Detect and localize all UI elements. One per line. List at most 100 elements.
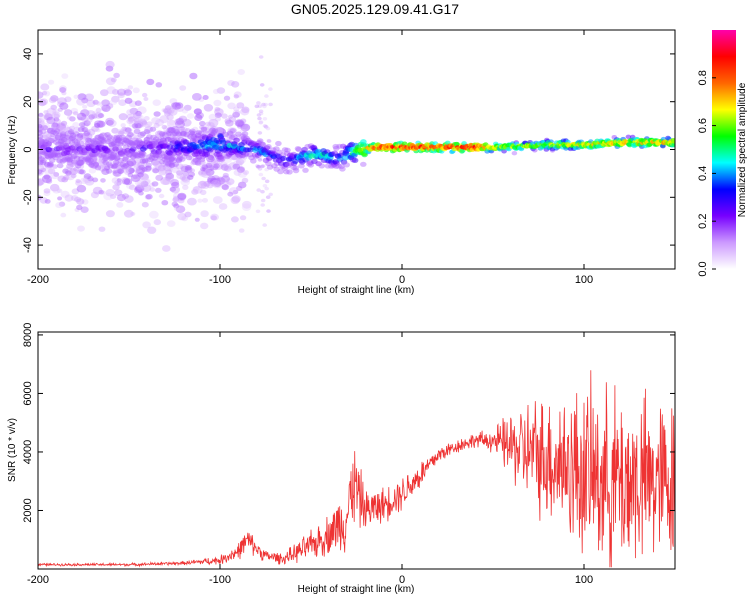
spectrogram-cell (248, 140, 255, 146)
spectrogram-cell (260, 164, 266, 168)
spectrogram-cell (236, 185, 243, 191)
spectrogram-cell (241, 123, 248, 130)
spectrogram-cell (58, 151, 69, 159)
spectrogram-cell (333, 160, 340, 166)
spectrogram-cell (187, 174, 194, 180)
spectrogram-cell (151, 167, 160, 174)
spectrogram-cell (185, 166, 192, 172)
spectrogram-cell (92, 177, 99, 183)
spectrogram-cell (224, 165, 232, 172)
spectrogram-cell (166, 119, 176, 127)
spectrogram-cell (258, 111, 264, 116)
spectrogram-cell (99, 136, 106, 142)
spectrogram-cell (221, 175, 231, 183)
spectrogram-cell (43, 174, 51, 180)
spectrogram-cell (511, 151, 518, 156)
spectrogram-cell (192, 93, 202, 101)
spectrogram-cell (150, 134, 157, 140)
spectrogram-cell (59, 144, 68, 150)
spectrogram-cell (116, 194, 126, 202)
spectrogram-cell (116, 164, 125, 172)
spectrogram-cell (66, 163, 74, 170)
spectrogram-cell (48, 79, 55, 85)
spectrogram-cell (152, 136, 160, 142)
spectrogram-cell (86, 160, 93, 166)
spectrogram-cell (161, 153, 168, 159)
spectrogram-cell (191, 130, 202, 139)
spectrogram-cell (53, 150, 61, 156)
spectrogram-cell (198, 130, 205, 136)
colorbar-label: Normalized spectral amplitude (737, 82, 748, 217)
spectrogram-cell (82, 104, 88, 109)
spectrogram-cell (101, 104, 111, 113)
spectrogram-cell (166, 175, 175, 182)
spectrogram-cell (88, 114, 95, 120)
spectrogram-cell (120, 148, 128, 154)
spectrogram-cell (110, 157, 118, 163)
spectrogram-cell (164, 107, 175, 116)
spectrogram-cell (44, 154, 50, 159)
spectrogram-cell (110, 134, 119, 142)
spectrogram-cell (83, 129, 91, 136)
spectrogram-cell (227, 114, 234, 119)
spectrogram-cell (209, 125, 216, 130)
spectrogram-cell (107, 163, 114, 169)
spectrogram-cell (95, 139, 103, 146)
spectrogram-cell (109, 194, 117, 199)
spectrogram-cell (158, 168, 168, 176)
snr-y-tick-label: 2000 (22, 498, 34, 522)
spectrogram-cell (84, 93, 94, 102)
spectrogram-cell (57, 107, 63, 112)
spectrogram-cell (38, 168, 44, 176)
spectrogram-cell (87, 176, 94, 182)
spectrogram-cell (66, 160, 74, 166)
spectrogram-cell (58, 148, 66, 155)
spectrogram-cell (138, 150, 146, 156)
spectrogram-cell (59, 142, 68, 148)
spectrogram-cell (53, 113, 60, 119)
spectrogram-cell (105, 168, 113, 174)
spectrogram-cell (108, 144, 117, 152)
spectrogram-cell (340, 159, 348, 165)
spectrogram-cell (130, 154, 137, 160)
spectrogram-cell (141, 120, 147, 125)
spectrogram-cell (159, 115, 169, 124)
spectrogram-cell (201, 164, 209, 170)
spectrogram-cell (43, 188, 51, 194)
spectrogram-cell (192, 157, 200, 163)
spectrogram-cell (137, 132, 145, 138)
spectrogram-cell (108, 147, 116, 153)
spectrogram-cell (168, 156, 175, 162)
spectrogram-cell (122, 137, 130, 143)
spectrogram-cell (38, 164, 45, 171)
spectrogram-cell (78, 122, 86, 128)
spectrogram-cell (136, 179, 144, 185)
spectrogram-cell (216, 152, 223, 158)
spectrogram-cell (76, 132, 84, 138)
spectrogram-cell (208, 119, 219, 127)
spectrogram-cell (114, 167, 122, 173)
spectrogram-cell (112, 146, 119, 152)
snr-panel: -200 -100 0 100 2000 4000 6000 8000 Height of … (7, 323, 676, 595)
spectrogram-cell (59, 102, 69, 110)
spectrogram-cell (58, 141, 65, 148)
spectrogram-cell (85, 143, 93, 149)
spectrogram-cell (264, 186, 270, 191)
spectrogram-cell (38, 178, 45, 186)
spectrogram-cell (81, 132, 88, 138)
spectrogram-cell (173, 206, 181, 211)
spectrogram-cell (69, 116, 76, 122)
spectrogram-cell (106, 134, 113, 140)
spectrogram-cell (84, 157, 92, 163)
spectrogram-cell (149, 187, 156, 192)
spectrogram-cell (84, 141, 93, 148)
spectrogram-cell (240, 136, 246, 141)
spectrogram-cell (167, 107, 178, 116)
spectrogram-cell (280, 155, 287, 161)
spectrogram-cell (75, 155, 81, 160)
spectrogram-cell (62, 124, 70, 131)
spectrogram-cell (151, 166, 159, 172)
spectrogram-cell (218, 203, 228, 210)
spectrogram-cell (38, 163, 44, 171)
spectrogram-cell (66, 142, 75, 149)
